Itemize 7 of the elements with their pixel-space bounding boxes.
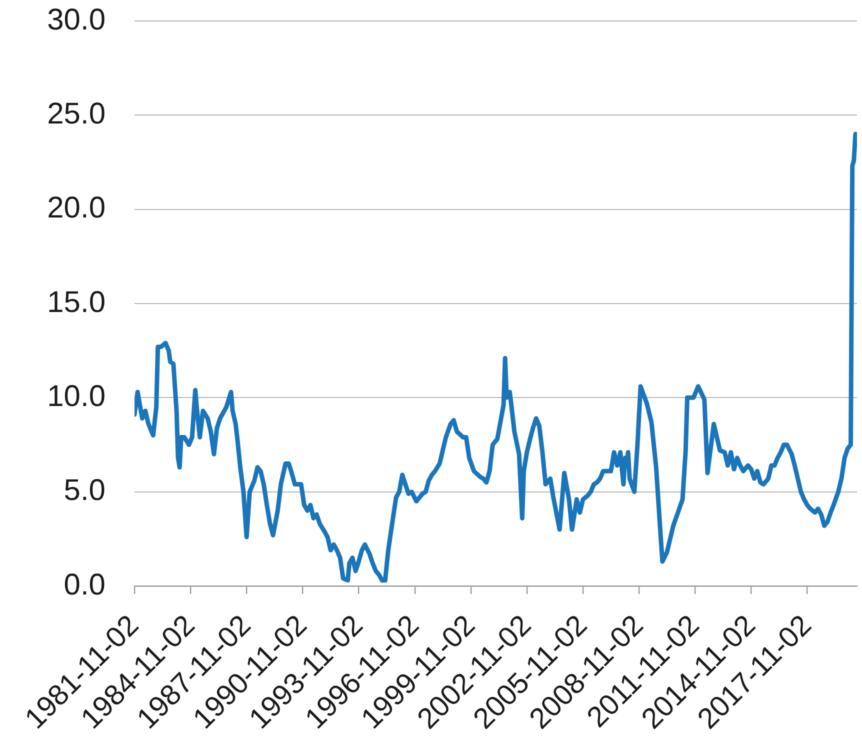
y-tick-label: 5.0 bbox=[64, 474, 106, 508]
y-tick-label: 15.0 bbox=[47, 286, 106, 319]
y-tick-label: 10.0 bbox=[47, 380, 106, 413]
y-tick-label: 0.0 bbox=[64, 568, 106, 602]
y-tick-label: 20.0 bbox=[47, 192, 106, 225]
y-tick-label: 25.0 bbox=[47, 97, 106, 130]
y-tick-label: 30.0 bbox=[47, 3, 106, 36]
